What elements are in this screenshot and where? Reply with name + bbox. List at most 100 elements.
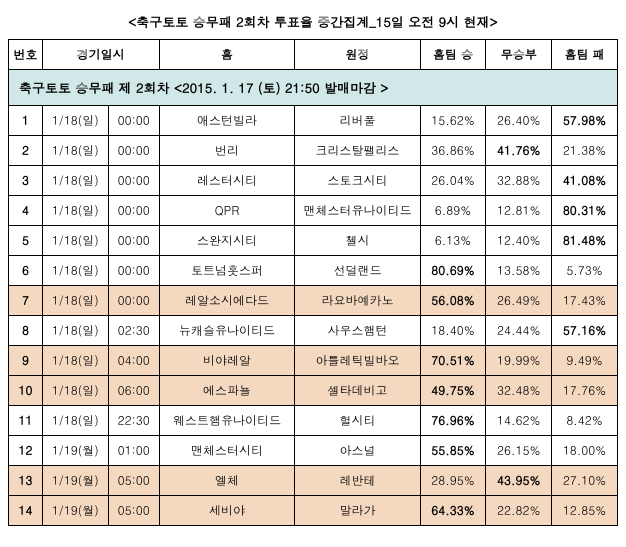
- cell-lose: 80.31%: [552, 196, 618, 226]
- cell-home: 애스턴빌라: [159, 106, 295, 136]
- cell-away: 아스널: [295, 436, 420, 466]
- table-head: 번호 경기일시 홈 원정 홈팀 승 무승부 홈팀 패: [9, 40, 618, 70]
- table-row: 101/18(일)06:00에스파뇰셀타데비고49.75%32.48%17.76…: [9, 376, 618, 406]
- cell-home: 번리: [159, 136, 295, 166]
- cell-win: 26.04%: [420, 166, 486, 196]
- cell-no: 8: [9, 316, 43, 346]
- cell-win: 64.33%: [420, 496, 486, 526]
- cell-win: 56.08%: [420, 286, 486, 316]
- cell-no: 7: [9, 286, 43, 316]
- cell-away: 말라가: [295, 496, 420, 526]
- table-body: 11/18(일)00:00애스턴빌라리버풀15.62%26.40%57.98%2…: [9, 106, 618, 526]
- col-home: 홈: [159, 40, 295, 70]
- table-row: 61/18(일)00:00토트넘홋스퍼선덜랜드80.69%13.58%5.73%: [9, 256, 618, 286]
- cell-time: 05:00: [108, 496, 159, 526]
- cell-time: 02:30: [108, 316, 159, 346]
- cell-lose: 9.49%: [552, 346, 618, 376]
- cell-draw: 14.62%: [486, 406, 552, 436]
- cell-win: 76.96%: [420, 406, 486, 436]
- cell-home: 맨체스터시티: [159, 436, 295, 466]
- cell-draw: 32.48%: [486, 376, 552, 406]
- table-row: 21/18(일)00:00번리크리스탈팰리스36.86%41.76%21.38%: [9, 136, 618, 166]
- cell-draw: 12.81%: [486, 196, 552, 226]
- cell-time: 04:00: [108, 346, 159, 376]
- cell-lose: 17.76%: [552, 376, 618, 406]
- cell-home: 비야레알: [159, 346, 295, 376]
- cell-time: 00:00: [108, 256, 159, 286]
- cell-draw: 26.49%: [486, 286, 552, 316]
- cell-no: 5: [9, 226, 43, 256]
- cell-date: 1/19(월): [42, 466, 108, 496]
- cell-draw: 12.40%: [486, 226, 552, 256]
- cell-time: 00:00: [108, 196, 159, 226]
- cell-win: 80.69%: [420, 256, 486, 286]
- cell-time: 01:00: [108, 436, 159, 466]
- cell-draw: 13.58%: [486, 256, 552, 286]
- cell-home: 엘체: [159, 466, 295, 496]
- cell-time: 00:00: [108, 286, 159, 316]
- table-row: 51/18(일)00:00스완지시티첼시6.13%12.40%81.48%: [9, 226, 618, 256]
- cell-away: 아틀레틱빌바오: [295, 346, 420, 376]
- cell-date: 1/18(일): [42, 346, 108, 376]
- cell-no: 3: [9, 166, 43, 196]
- col-draw: 무승부: [486, 40, 552, 70]
- cell-draw: 26.40%: [486, 106, 552, 136]
- cell-date: 1/18(일): [42, 256, 108, 286]
- cell-draw: 41.76%: [486, 136, 552, 166]
- cell-no: 1: [9, 106, 43, 136]
- cell-draw: 26.15%: [486, 436, 552, 466]
- cell-date: 1/18(일): [42, 106, 108, 136]
- cell-no: 10: [9, 376, 43, 406]
- cell-date: 1/18(일): [42, 196, 108, 226]
- cell-lose: 5.73%: [552, 256, 618, 286]
- cell-draw: 22.82%: [486, 496, 552, 526]
- cell-draw: 32.88%: [486, 166, 552, 196]
- cell-win: 18.40%: [420, 316, 486, 346]
- page-title: <축구토토 승무패 2회차 투표율 중간집계_15일 오전 9시 현재>: [8, 8, 618, 39]
- cell-home: 웨스트햄유나이티드: [159, 406, 295, 436]
- cell-home: 토트넘홋스퍼: [159, 256, 295, 286]
- cell-date: 1/18(일): [42, 406, 108, 436]
- table-row: 81/18(일)02:30뉴캐슬유나이티드사우스햄턴18.40%24.44%57…: [9, 316, 618, 346]
- cell-time: 06:00: [108, 376, 159, 406]
- col-away: 원정: [295, 40, 420, 70]
- table-container: <축구토토 승무패 2회차 투표율 중간집계_15일 오전 9시 현재> 축구토…: [8, 8, 618, 526]
- cell-lose: 12.85%: [552, 496, 618, 526]
- cell-lose: 17.43%: [552, 286, 618, 316]
- cell-date: 1/19(월): [42, 436, 108, 466]
- cell-away: 크리스탈팰리스: [295, 136, 420, 166]
- cell-lose: 8.42%: [552, 406, 618, 436]
- table-row: 111/18(일)22:30웨스트햄유나이티드헐시티76.96%14.62%8.…: [9, 406, 618, 436]
- table-row: 31/18(일)00:00레스터시티스토크시티26.04%32.88%41.08…: [9, 166, 618, 196]
- cell-no: 12: [9, 436, 43, 466]
- cell-lose: 81.48%: [552, 226, 618, 256]
- banner-cell: 축구토토 승무패 제 2회차 <2015. 1. 17 (토) 21:50 발매…: [9, 70, 618, 106]
- cell-home: 에스파뇰: [159, 376, 295, 406]
- banner-row: 축구토토 승무패 제 2회차 <2015. 1. 17 (토) 21:50 발매…: [9, 70, 618, 106]
- cell-no: 2: [9, 136, 43, 166]
- cell-date: 1/18(일): [42, 286, 108, 316]
- cell-home: 레알소시에다드: [159, 286, 295, 316]
- cell-time: 22:30: [108, 406, 159, 436]
- cell-no: 4: [9, 196, 43, 226]
- cell-draw: 19.99%: [486, 346, 552, 376]
- cell-lose: 41.08%: [552, 166, 618, 196]
- cell-home: 레스터시티: [159, 166, 295, 196]
- cell-lose: 21.38%: [552, 136, 618, 166]
- cell-away: 레반테: [295, 466, 420, 496]
- table-row: 121/19(월)01:00맨체스터시티아스널55.85%26.15%18.00…: [9, 436, 618, 466]
- cell-win: 55.85%: [420, 436, 486, 466]
- col-no: 번호: [9, 40, 43, 70]
- table-row: 141/19(월)05:00세비야말라가64.33%22.82%12.85%: [9, 496, 618, 526]
- cell-time: 00:00: [108, 226, 159, 256]
- cell-win: 70.51%: [420, 346, 486, 376]
- cell-win: 6.89%: [420, 196, 486, 226]
- cell-draw: 43.95%: [486, 466, 552, 496]
- cell-home: 세비야: [159, 496, 295, 526]
- cell-away: 맨체스터유나이티드: [295, 196, 420, 226]
- cell-time: 05:00: [108, 466, 159, 496]
- cell-win: 6.13%: [420, 226, 486, 256]
- table-row: 91/18(일)04:00비야레알아틀레틱빌바오70.51%19.99%9.49…: [9, 346, 618, 376]
- cell-home: QPR: [159, 196, 295, 226]
- cell-date: 1/19(월): [42, 496, 108, 526]
